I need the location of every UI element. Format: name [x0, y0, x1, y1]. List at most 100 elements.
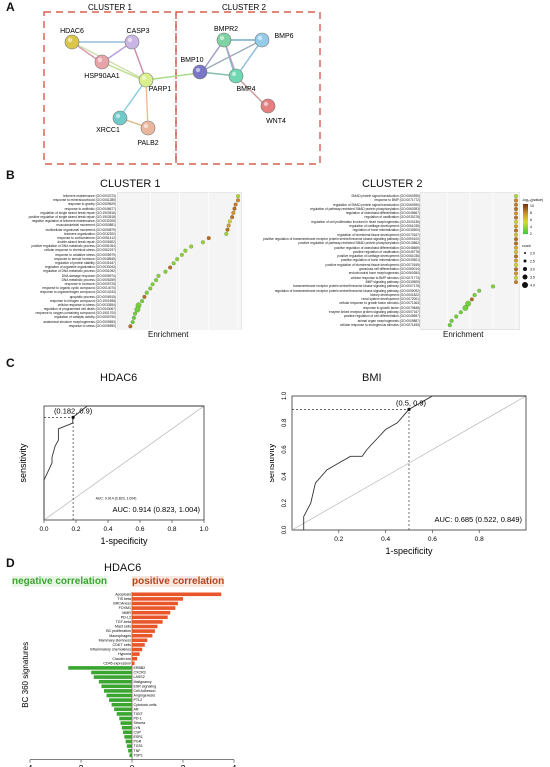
- signature-label: Malignancy: [134, 680, 152, 684]
- signature-label: ERBB2: [134, 666, 146, 670]
- node-label: CASP3: [127, 28, 150, 35]
- signature-label: MMR: [122, 611, 131, 615]
- roc-bmi-title: BMI: [362, 372, 382, 384]
- enrichment-dot: [233, 202, 238, 207]
- go-term-label: positive regulation of bone mineralizati…: [340, 258, 420, 263]
- cluster1-term-list: telomere maintenance (GO:0000723) respons…: [8, 194, 116, 328]
- enrichment-dot: [513, 262, 518, 267]
- network-node: HDAC6: [60, 28, 84, 50]
- x-tick-label: 0.2: [334, 536, 343, 543]
- enrichment-dot: [513, 250, 518, 255]
- signature-label: Hypoxia: [118, 652, 131, 656]
- panel-label-a: A: [6, 0, 15, 14]
- legend-tick: 2.0: [530, 252, 535, 256]
- signature-label: BRCAness: [113, 602, 131, 606]
- go-term-label: response to antibiotic (GO:0046677): [64, 206, 116, 211]
- positive-bar: [132, 624, 158, 629]
- go-term-label: regulation of catalytic activity (GO:005…: [54, 315, 116, 320]
- y-tick-label: 0.2: [282, 498, 288, 507]
- node-circle: [254, 32, 270, 48]
- go-term-label: DNA damage response (GO:0006974): [61, 273, 116, 278]
- enrichment-dot: [179, 252, 184, 257]
- signature-label: TOP1: [134, 753, 143, 757]
- panel-label-c: C: [6, 356, 15, 370]
- auc-label: AUC: 0.685 (0.522, 0.849): [434, 515, 522, 524]
- enrichment-dot: [513, 241, 518, 246]
- negative-bar: [129, 753, 132, 758]
- positive-bar: [132, 643, 145, 647]
- positive-bar: [132, 601, 178, 606]
- network-node: CASP3: [124, 28, 150, 50]
- cluster2-label: CLUSTER 2: [222, 3, 267, 12]
- go-term-label: positive regulation of DNA metabolic pro…: [31, 244, 116, 249]
- y-tick-label: 0.4: [282, 472, 288, 481]
- cluster2-xlabel: Enrichment: [443, 330, 484, 339]
- legend-tick: 3.5: [530, 276, 535, 280]
- negative-bar: [124, 735, 132, 739]
- positive-correlation-label: positive correlation: [132, 576, 225, 587]
- signature-label: Stroma: [134, 721, 146, 725]
- go-term-label: response to gravity (GO:0009629): [67, 202, 116, 207]
- go-term-label: regulation of protein stability (GO:0031…: [55, 261, 116, 265]
- go-term-label: response to stress (GO:0006950): [68, 323, 116, 328]
- enrichment-dot: [133, 311, 138, 316]
- signature-label: LYN: [134, 726, 141, 730]
- go-term-label: response to hormone (GO:0009725): [64, 281, 116, 286]
- enrichment-dot: [513, 202, 518, 207]
- cluster2-enrichment-title: CLUSTER 2: [362, 178, 423, 190]
- negative-bar: [126, 744, 132, 748]
- node-circle: [138, 72, 154, 88]
- enrichment-dot: [171, 261, 176, 266]
- node-circle: [64, 34, 80, 50]
- enrichment-dot: [232, 206, 237, 211]
- positive-bar: [132, 647, 143, 652]
- signature-label: ESR signaling: [134, 684, 157, 688]
- roc-chart-bmi: (0.5, 0.9) AUC: 0.685 (0.522, 0.849) 1-spe…: [270, 391, 527, 556]
- go-term-label: enzyme linked receptor protein signaling…: [328, 310, 420, 315]
- signature-label: TIS beta: [117, 597, 131, 601]
- go-term-label: regulation of osteoblast differentiation…: [345, 211, 420, 216]
- network-node: BMP4: [228, 68, 256, 93]
- enrichment-dot: [513, 275, 518, 280]
- positive-bar: [132, 661, 135, 666]
- enrichment-dot: [447, 323, 452, 328]
- go-term-label: granulosa cell differentiation (GO:00600…: [359, 267, 420, 272]
- go-term-label: positive regulation of biomineral tissue…: [325, 262, 420, 267]
- go-term-label: regulation of DNA metabolic process (GO:…: [43, 269, 116, 274]
- x-tick-label: 2: [78, 764, 83, 767]
- positive-bar: [132, 606, 176, 610]
- enrichment-dot: [513, 254, 518, 259]
- auc-label: AUC: 0.914 (0.823, 1.004): [112, 505, 200, 514]
- legend-tick: 3.0: [530, 268, 535, 272]
- go-term-label: positive regulation of pathway-restricte…: [298, 241, 420, 246]
- go-term-label: regulation of cell proliferation involve…: [311, 219, 420, 224]
- enrichment-dot: [140, 299, 145, 304]
- x-tick-label: 0.2: [71, 526, 80, 533]
- go-term-label: anatomical structure morphogenesis (GO:0…: [43, 319, 116, 324]
- enrichment-dot: [469, 297, 474, 302]
- signature-label: Mast cells: [115, 625, 131, 629]
- go-term-label: animal organ morphogenesis (GO:0009887): [357, 318, 420, 323]
- network-node: BMP6: [254, 32, 294, 48]
- negative-bar: [106, 693, 132, 698]
- panel-label-b: B: [6, 168, 15, 182]
- legend-size-dot: [522, 282, 528, 288]
- enrichment-dot: [449, 318, 454, 323]
- legend-title-pvalue: -log₁₀(pvalue): [522, 198, 543, 202]
- enrichment-dot: [513, 232, 518, 237]
- cluster2-term-list: SMAD protein signal transduction (GO:006…: [262, 194, 420, 327]
- cluster1-xlabel: Enrichment: [148, 330, 189, 339]
- positive-bar: [132, 633, 153, 638]
- negative-correlation-label: negative correlation: [12, 576, 108, 587]
- positive-bar: [132, 592, 222, 597]
- signature-label: Apoptosis: [115, 592, 131, 596]
- signature-label: Inflammatory chemokines: [90, 648, 131, 652]
- enrichment-dot: [458, 310, 463, 315]
- enrichment-dot: [131, 315, 136, 320]
- y-tick-label: 1.0: [282, 391, 288, 400]
- negative-bar: [119, 716, 132, 721]
- network-node: BMPR2: [214, 26, 238, 48]
- enrichment-dot: [224, 231, 229, 236]
- cluster1-enrichment-title: CLUSTER 1: [100, 178, 161, 190]
